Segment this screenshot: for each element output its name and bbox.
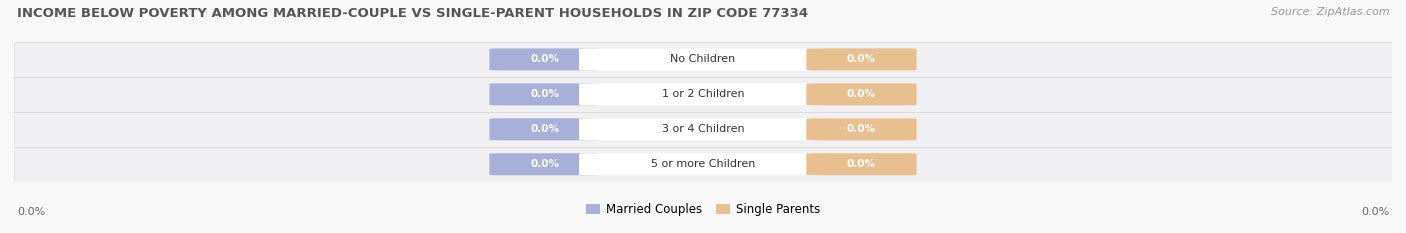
Text: INCOME BELOW POVERTY AMONG MARRIED-COUPLE VS SINGLE-PARENT HOUSEHOLDS IN ZIP COD: INCOME BELOW POVERTY AMONG MARRIED-COUPL…: [17, 7, 808, 20]
Bar: [14, 112, 1392, 147]
Bar: [14, 147, 1392, 182]
Text: 0.0%: 0.0%: [846, 124, 876, 134]
FancyBboxPatch shape: [489, 153, 599, 175]
Text: 0.0%: 0.0%: [846, 89, 876, 99]
Text: 1 or 2 Children: 1 or 2 Children: [662, 89, 744, 99]
Text: 0.0%: 0.0%: [530, 89, 560, 99]
Bar: [14, 42, 1392, 77]
FancyBboxPatch shape: [807, 118, 917, 140]
FancyBboxPatch shape: [489, 118, 599, 140]
Text: No Children: No Children: [671, 55, 735, 64]
FancyBboxPatch shape: [579, 118, 827, 140]
Text: 0.0%: 0.0%: [846, 159, 876, 169]
Text: 3 or 4 Children: 3 or 4 Children: [662, 124, 744, 134]
Legend: Married Couples, Single Parents: Married Couples, Single Parents: [581, 198, 825, 221]
Text: 0.0%: 0.0%: [17, 207, 45, 217]
Text: 5 or more Children: 5 or more Children: [651, 159, 755, 169]
FancyBboxPatch shape: [579, 48, 827, 70]
FancyBboxPatch shape: [579, 83, 827, 105]
FancyBboxPatch shape: [489, 83, 599, 105]
FancyBboxPatch shape: [807, 83, 917, 105]
Text: 0.0%: 0.0%: [530, 124, 560, 134]
Bar: [14, 77, 1392, 112]
Text: 0.0%: 0.0%: [1361, 207, 1389, 217]
FancyBboxPatch shape: [807, 48, 917, 70]
FancyBboxPatch shape: [579, 153, 827, 175]
FancyBboxPatch shape: [807, 153, 917, 175]
Text: 0.0%: 0.0%: [846, 55, 876, 64]
FancyBboxPatch shape: [489, 48, 599, 70]
Text: 0.0%: 0.0%: [530, 55, 560, 64]
Text: Source: ZipAtlas.com: Source: ZipAtlas.com: [1271, 7, 1389, 17]
Text: 0.0%: 0.0%: [530, 159, 560, 169]
